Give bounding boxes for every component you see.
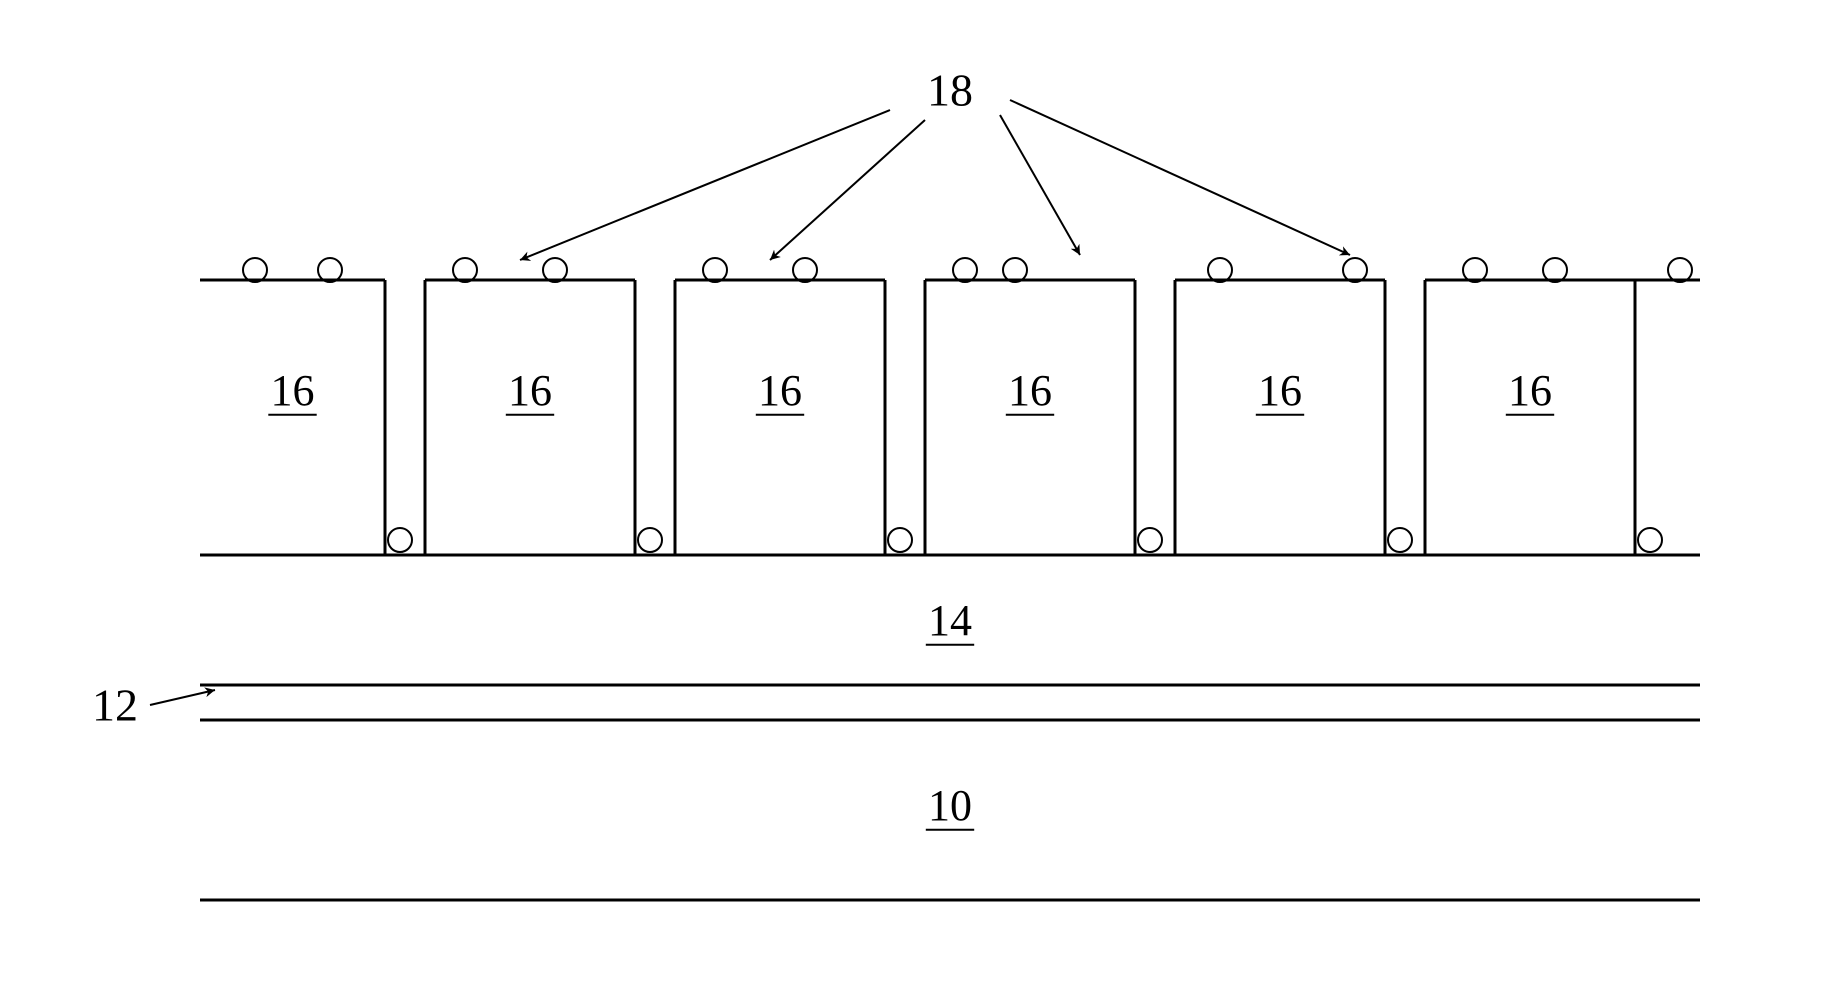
particle-circle — [638, 528, 662, 552]
particle-circle — [243, 258, 267, 282]
callout-arrow-18 — [1010, 100, 1350, 255]
particle-circle — [1388, 528, 1412, 552]
particle-circle — [1208, 258, 1232, 282]
particle-circle — [1343, 258, 1367, 282]
particle-circle — [703, 258, 727, 282]
callout-label-18: 18 — [927, 65, 973, 116]
layer-label-14: 14 — [928, 596, 972, 645]
particle-circle — [1543, 258, 1567, 282]
block-label-16: 16 — [1008, 366, 1052, 415]
particle-circle — [953, 258, 977, 282]
layer-label-10: 10 — [928, 781, 972, 830]
block-label-16: 16 — [1508, 366, 1552, 415]
callout-arrow-18 — [520, 110, 890, 260]
callout-arrow-18 — [1000, 115, 1080, 255]
callout-arrow-18 — [770, 120, 925, 260]
particle-circle — [1668, 258, 1692, 282]
block-label-16: 16 — [271, 366, 315, 415]
block-label-16: 16 — [508, 366, 552, 415]
particle-circle — [1003, 258, 1027, 282]
particle-circle — [388, 528, 412, 552]
block-label-16: 16 — [758, 366, 802, 415]
particle-circle — [1138, 528, 1162, 552]
callout-label-12: 12 — [92, 680, 138, 731]
particle-circle — [453, 258, 477, 282]
particle-circle — [793, 258, 817, 282]
particle-circle — [1463, 258, 1487, 282]
block-label-16: 16 — [1258, 366, 1302, 415]
particle-circle — [888, 528, 912, 552]
particle-circle — [543, 258, 567, 282]
particle-circle — [318, 258, 342, 282]
particle-circle — [1638, 528, 1662, 552]
callout-arrow-12 — [150, 690, 215, 705]
